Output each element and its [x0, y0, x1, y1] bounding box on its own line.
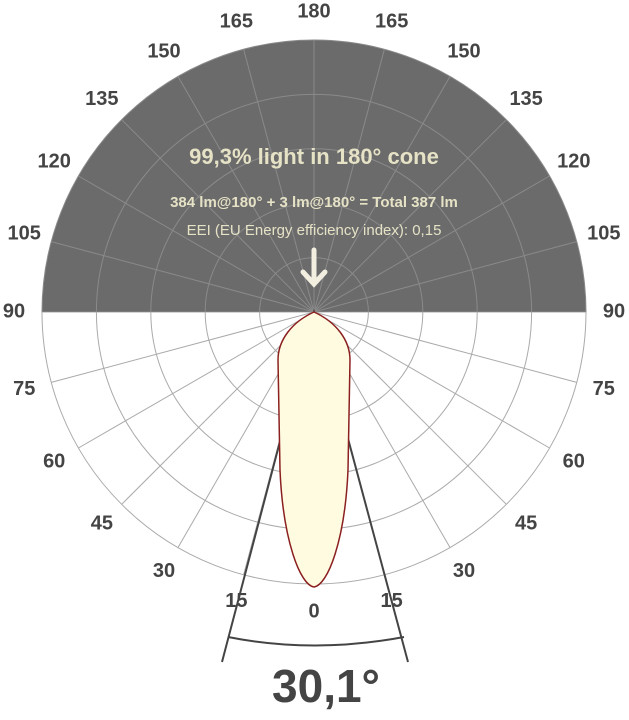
angle-label: 105 [587, 223, 620, 245]
angle-label: 75 [593, 378, 615, 400]
angle-label: 90 [603, 300, 625, 322]
grid-spoke [78, 175, 315, 312]
angle-labels: 0 15 15 30 30 45 45 60 60 75 75 90 90 105 105 120 120 135… [3, 0, 625, 622]
beam-angle: 30,1° [272, 660, 380, 712]
grid-spoke [313, 312, 550, 449]
eei-line: EEI (EU Energy efficiency index): 0,15 [187, 222, 442, 239]
angle-label: 45 [515, 512, 537, 534]
angle-label: 165 [375, 11, 408, 33]
angle-label: 150 [447, 40, 480, 62]
angle-label: 135 [509, 88, 542, 110]
angle-label: 30 [153, 560, 175, 582]
grid-spoke [121, 119, 315, 312]
grid-spoke [51, 241, 315, 312]
angle-label: 60 [43, 450, 65, 472]
angle-label: 45 [91, 512, 113, 534]
angle-label: 150 [147, 40, 180, 62]
light-distribution [277, 311, 351, 588]
grid-spoke [78, 312, 315, 449]
angle-label: 135 [85, 88, 118, 110]
headline: 99,3% light in 180° cone [189, 144, 439, 169]
grid-spoke [313, 49, 385, 312]
grid-spoke [243, 49, 315, 312]
angle-label: 15 [381, 590, 403, 612]
grid-spoke [313, 175, 550, 312]
grid-spoke [177, 76, 315, 312]
grid-spoke [313, 241, 577, 312]
grid-spoke [313, 76, 451, 312]
angle-label: 120 [557, 150, 590, 172]
beam-arc [227, 636, 405, 647]
angle-label: 105 [8, 223, 41, 245]
grid-spoke [51, 312, 315, 383]
flux-line: 384 lm@180° + 3 lm@180° = Total 387 lm [170, 194, 458, 211]
angle-label: 90 [3, 300, 25, 322]
angle-label: 120 [38, 150, 71, 172]
angle-label: 165 [220, 11, 253, 33]
grid-half [41, 39, 587, 312]
angle-label: 15 [225, 590, 247, 612]
angle-label: 180 [297, 0, 330, 22]
down-arrow [300, 247, 328, 288]
grid-spoke [313, 312, 577, 383]
grid-spoke [313, 119, 507, 312]
angle-label: 60 [563, 450, 585, 472]
angle-label: 30 [453, 560, 475, 582]
angle-label: 75 [13, 378, 35, 400]
angle-label: 0 [308, 600, 319, 622]
